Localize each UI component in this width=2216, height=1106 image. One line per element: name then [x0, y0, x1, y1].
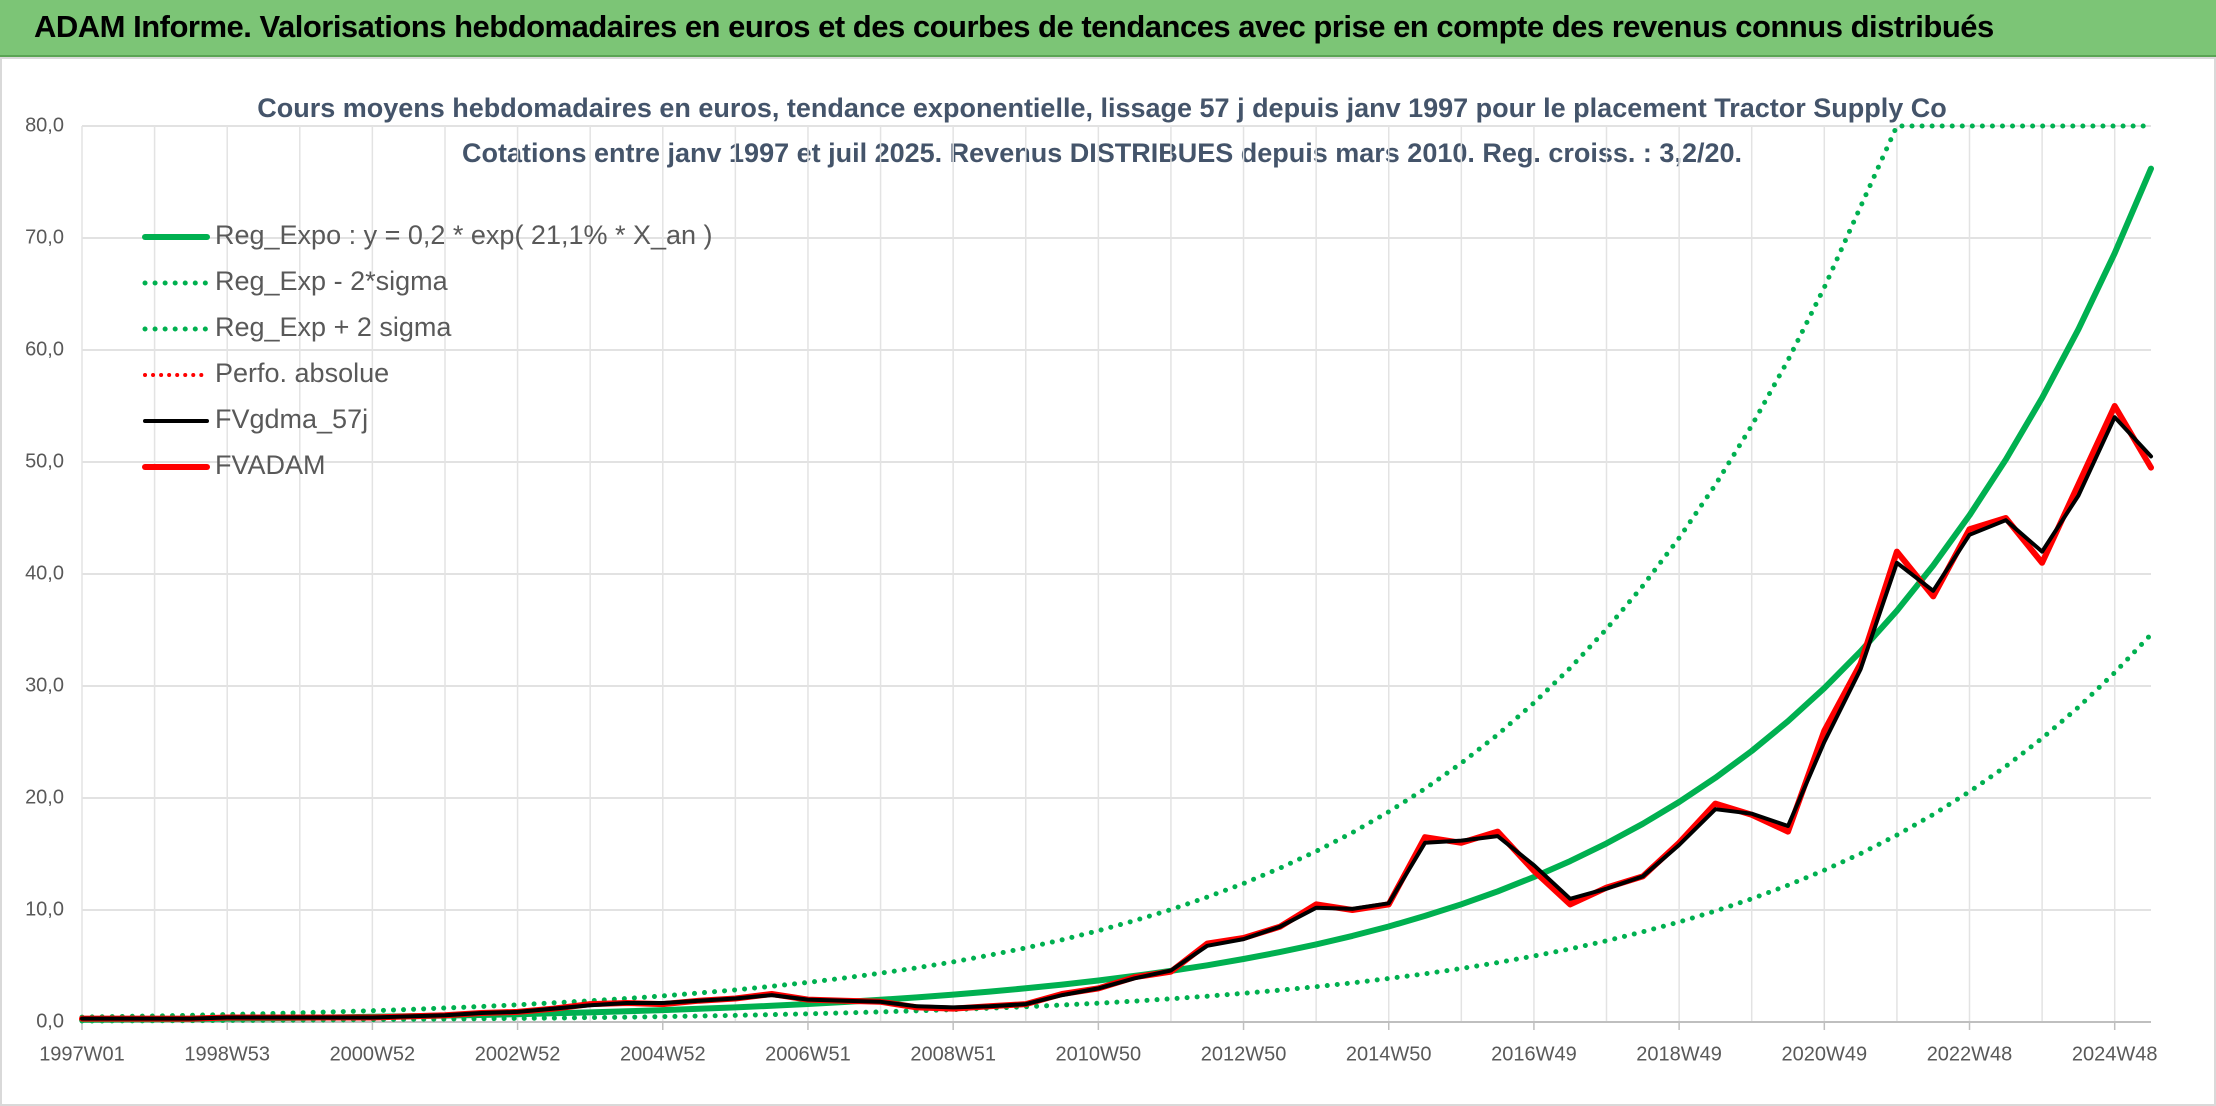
x-tick-label: 2004W52	[620, 1043, 706, 1065]
legend-label: Reg_Exp + 2 sigma	[215, 312, 452, 342]
y-tick-label: 20,0	[25, 786, 64, 808]
legend-label: Reg_Exp - 2*sigma	[215, 266, 449, 296]
legend-label: FVgdma_57j	[215, 404, 368, 434]
x-tick-label: 2008W51	[910, 1043, 996, 1065]
chart-frame	[0, 57, 2216, 1106]
x-tick-label: 2010W50	[1056, 1043, 1142, 1065]
x-tick-label: 1997W01	[39, 1043, 125, 1065]
legend-label: Perfo. absolue	[215, 358, 389, 388]
series-line	[79, 632, 2154, 1024]
chart-subtitle: Cotations entre janv 1997 et juil 2025. …	[462, 138, 1742, 168]
y-tick-label: 70,0	[25, 226, 64, 248]
x-tick-label: 2018W49	[1636, 1043, 1722, 1065]
x-tick-label: 2006W51	[765, 1043, 851, 1065]
x-tick-label: 2022W48	[1927, 1043, 2013, 1065]
y-tick-label: 30,0	[25, 674, 64, 696]
header-title: ADAM Informe. Valorisations hebdomadaire…	[34, 9, 1994, 44]
x-tick-label: 2002W52	[475, 1043, 561, 1065]
chart-title: Cours moyens hebdomadaires en euros, ten…	[257, 93, 1947, 123]
x-tick-label: 2014W50	[1346, 1043, 1432, 1065]
legend-label: Reg_Expo : y = 0,2 * exp( 21,1% * X_an )	[215, 220, 713, 250]
y-tick-label: 80,0	[25, 114, 64, 136]
series-line	[79, 123, 2154, 1020]
x-tick-label: 2024W48	[2072, 1043, 2158, 1065]
x-tick-label: 1998W53	[184, 1043, 270, 1065]
x-tick-label: 2000W52	[330, 1043, 416, 1065]
header-bar: ADAM Informe. Valorisations hebdomadaire…	[0, 0, 2216, 57]
y-tick-label: 60,0	[25, 338, 64, 360]
y-tick-label: 10,0	[25, 898, 64, 920]
series-line	[80, 415, 2153, 1021]
x-tick-label: 2016W49	[1491, 1043, 1577, 1065]
y-tick-label: 40,0	[25, 562, 64, 584]
x-tick-label: 2020W49	[1782, 1043, 1868, 1065]
y-tick-label: 0,0	[36, 1010, 64, 1032]
legend-label: FVADAM	[215, 450, 326, 480]
y-tick-label: 50,0	[25, 450, 64, 472]
x-tick-label: 2012W50	[1201, 1043, 1287, 1065]
chart: Cours moyens hebdomadaires en euros, ten…	[0, 57, 2216, 1106]
